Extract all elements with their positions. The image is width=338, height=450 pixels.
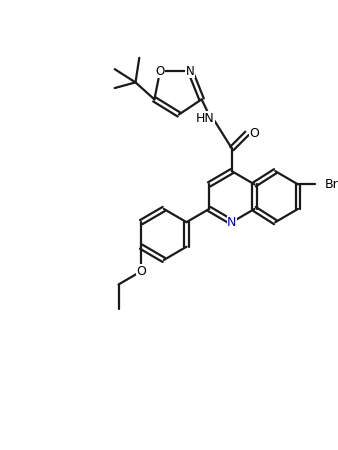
- Text: O: O: [249, 127, 260, 140]
- Text: HN: HN: [196, 112, 215, 125]
- Text: N: N: [227, 216, 237, 229]
- Text: O: O: [155, 64, 165, 77]
- Text: Br: Br: [324, 178, 338, 191]
- Text: O: O: [136, 265, 146, 278]
- Text: N: N: [186, 64, 195, 77]
